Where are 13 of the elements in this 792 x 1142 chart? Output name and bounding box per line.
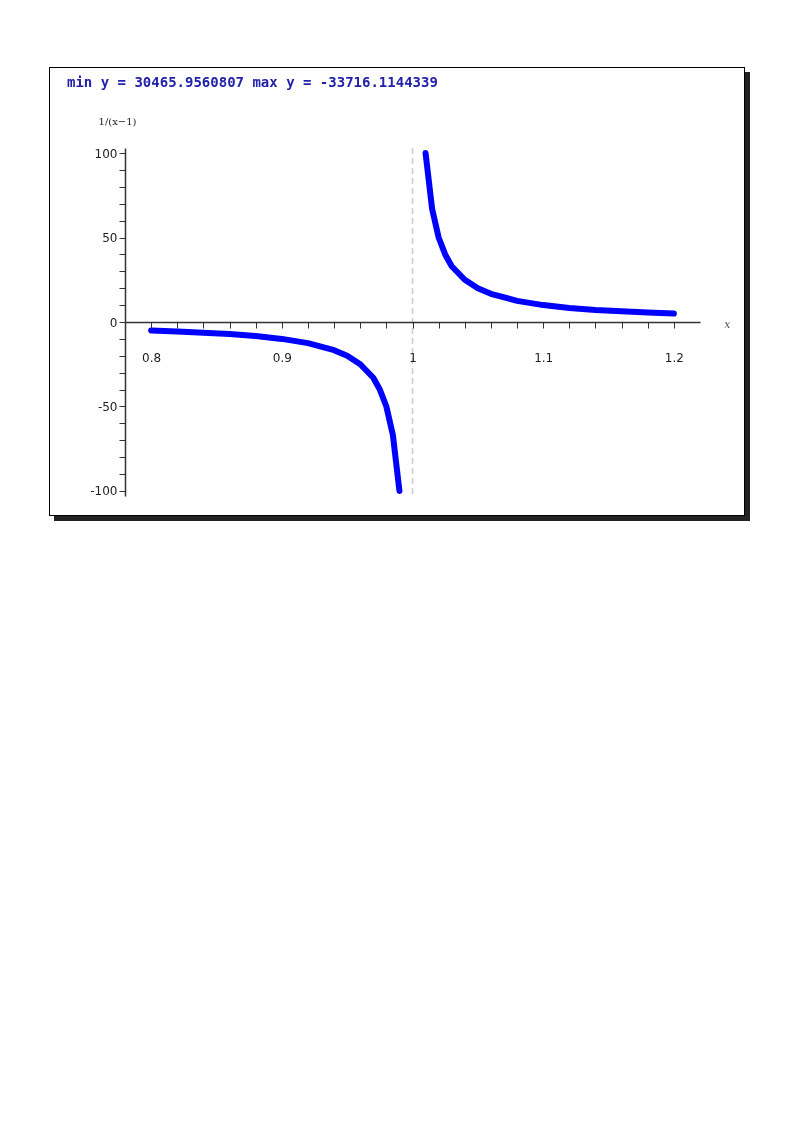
chart-title: min y = 30465.9560807 max y = -33716.1144339 bbox=[67, 74, 438, 90]
y-axis-title: 1/(x−1) bbox=[98, 115, 137, 127]
y-tick-label: 50 bbox=[102, 231, 118, 246]
x-tick-label: 1 bbox=[409, 350, 417, 365]
x-axis-title: x bbox=[724, 317, 732, 331]
y-tick-label: 100 bbox=[94, 146, 118, 161]
x-tick-label: 1.1 bbox=[534, 350, 554, 365]
y-tick-label: 0 bbox=[109, 315, 118, 330]
x-tick-label: 1.2 bbox=[664, 350, 684, 365]
y-tick-label: -100 bbox=[90, 484, 118, 499]
x-tick-label: 0.8 bbox=[142, 350, 162, 365]
y-tick-label: -50 bbox=[97, 399, 118, 414]
x-tick-label: 0.9 bbox=[272, 350, 292, 365]
